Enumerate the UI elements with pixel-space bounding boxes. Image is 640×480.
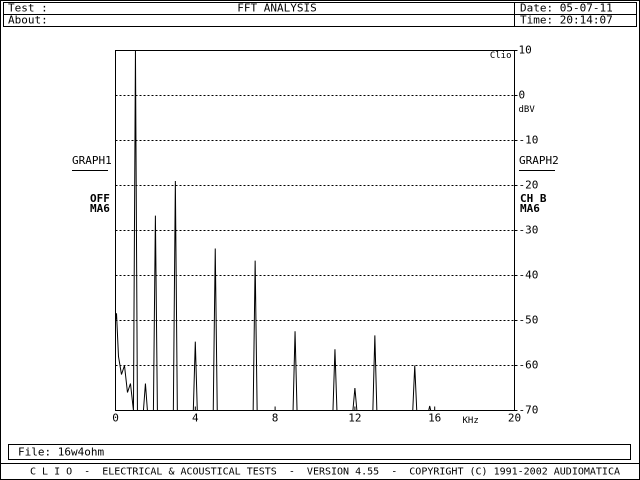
- time: Time: 20:14:07: [520, 14, 613, 27]
- date: Date: 05-07-11: [520, 2, 613, 15]
- y-tick-label: -30: [519, 224, 539, 237]
- x-tick-label: 4: [192, 412, 199, 425]
- graph1-label: GRAPH1: [72, 154, 112, 167]
- y-tick-label: 0: [519, 89, 526, 102]
- about-label: About:: [8, 14, 48, 27]
- y-tick-label: -60: [519, 359, 539, 372]
- y-tick-label: 10: [519, 44, 532, 57]
- graph2-channel: CH B: [520, 192, 547, 205]
- x-tick-label: 16: [428, 412, 441, 425]
- graph2-label: GRAPH2: [519, 154, 559, 167]
- title: FFT ANALYSIS: [237, 2, 316, 15]
- x-tick-label: 12: [348, 412, 361, 425]
- y-tick-label: -50: [519, 314, 539, 327]
- y-tick-label: -40: [519, 269, 539, 282]
- y-tick-label: -10: [519, 134, 539, 147]
- test-label: Test :: [8, 2, 48, 15]
- graph2-average: MA6: [520, 202, 540, 215]
- status-bar: C L I O - ELECTRICAL & ACOUSTICAL TESTS …: [30, 467, 620, 478]
- spectrum-line: [115, 50, 515, 411]
- x-tick-label: 8: [272, 412, 279, 425]
- y-tick-label: -20: [519, 179, 539, 192]
- y-axis-label: dBV: [519, 105, 536, 115]
- graph1-average: MA6: [90, 202, 110, 215]
- x-tick-label: 0: [112, 412, 119, 425]
- x-axis-label: KHz: [463, 416, 479, 426]
- x-tick-label: 20: [508, 412, 521, 425]
- plot: 10 0 -10 -20 -30 -40 -50 -60 -70 0 4 8 12 16 20 Clio dBV…: [112, 44, 538, 427]
- file-name: File: 16w4ohm: [18, 446, 104, 459]
- brand: Clio: [490, 51, 512, 61]
- file-box: [8, 444, 631, 460]
- graph1-state: OFF: [90, 192, 110, 205]
- y-tick-label: -70: [519, 404, 539, 417]
